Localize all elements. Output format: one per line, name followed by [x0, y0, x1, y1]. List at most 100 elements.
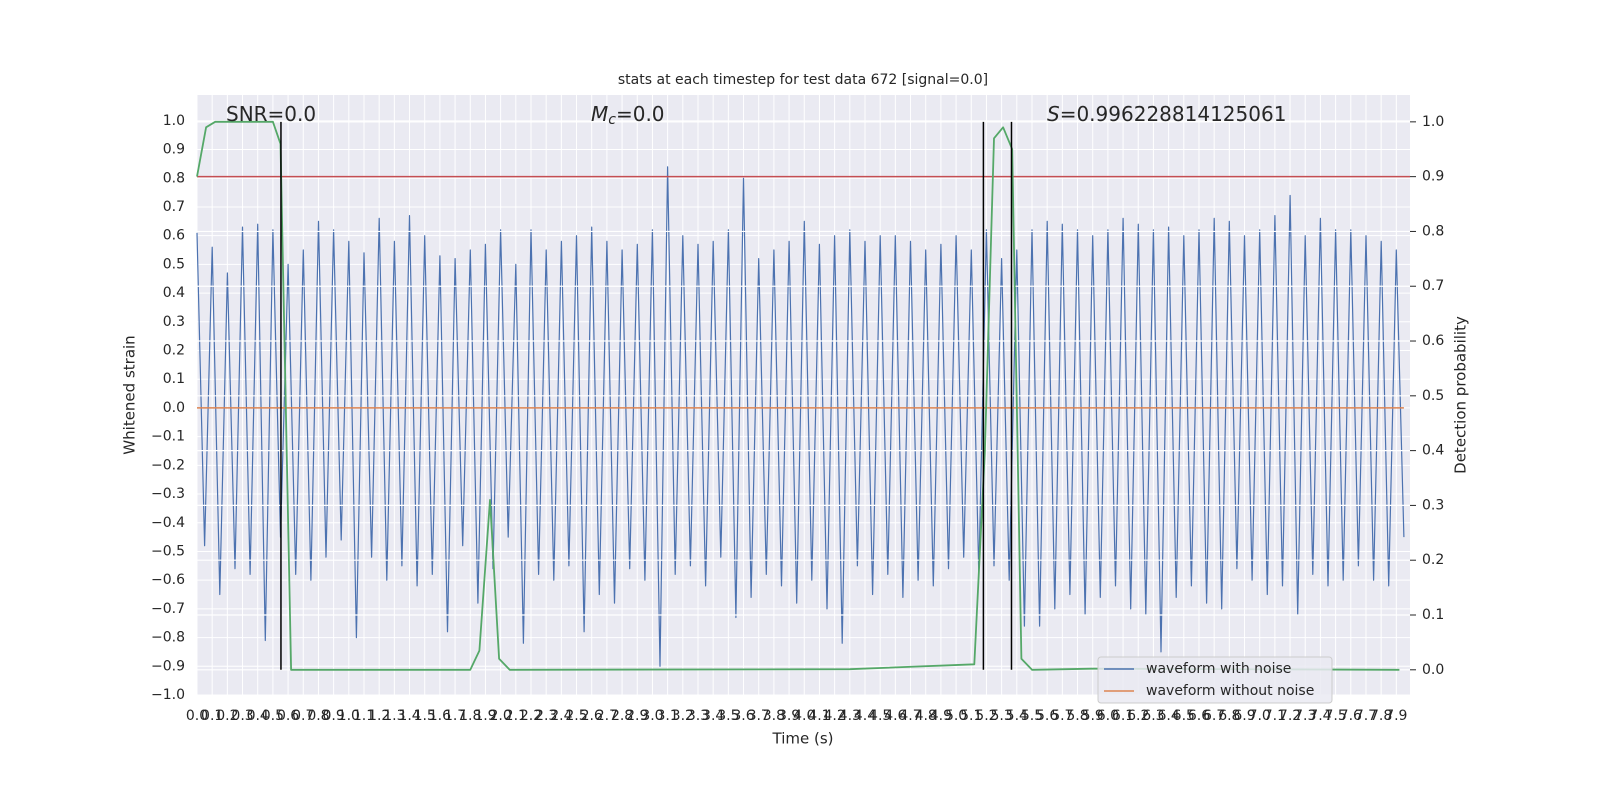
x-tick-label: 2.5: [565, 708, 587, 724]
x-tick-label: 2.9: [626, 708, 648, 724]
x-tick-label: 1.7: [444, 708, 466, 724]
chart-title: stats at each timestep for test data 672…: [618, 72, 988, 88]
y2-tick-label: 0.9: [1422, 169, 1444, 185]
y-tick-label: 0.4: [163, 285, 185, 301]
x-axis-label: Time (s): [772, 730, 834, 748]
y-tick-label: −0.6: [151, 572, 185, 588]
y2-axis-label: Detection probability: [1452, 316, 1470, 474]
x-tick-label: 4.8: [915, 708, 937, 724]
x-tick-label: 1.1: [353, 708, 375, 724]
legend-box: [1097, 656, 1333, 704]
x-tick-label: 0.5: [262, 708, 284, 724]
y-tick-label: −1.0: [151, 687, 185, 703]
x-tick-label: 6.4: [1157, 708, 1179, 724]
x-tick-label: 7.8: [1370, 708, 1392, 724]
x-tick-label: 5.3: [990, 708, 1012, 724]
x-tick-label: 5.6: [1036, 708, 1058, 724]
x-tick-label: 3.0: [641, 708, 663, 724]
x-tick-label: 2.7: [596, 708, 618, 724]
x-tick-label: 6.3: [1142, 708, 1164, 724]
y2-tick-label: 0.3: [1422, 497, 1444, 513]
annotation-symbol: S: [1047, 102, 1060, 126]
x-tick-label: 3.1: [656, 708, 678, 724]
x-tick-label: 5.2: [975, 708, 997, 724]
x-tick-label: 0.6: [277, 708, 299, 724]
legend-label: waveform without noise: [1146, 683, 1314, 699]
x-tick-label: 0.0: [186, 708, 208, 724]
x-tick-label: 7.3: [1294, 708, 1316, 724]
x-tick-label: 0.4: [247, 708, 269, 724]
y-tick-label: 0.7: [163, 199, 185, 215]
annotation-subscript: c: [608, 112, 616, 128]
y-tick-label: −0.5: [151, 543, 185, 559]
x-tick-label: 7.9: [1385, 708, 1407, 724]
y-tick-label: −0.7: [151, 601, 185, 617]
annotation: Mc=0.0: [591, 102, 665, 129]
x-tick-label: 4.1: [808, 708, 830, 724]
x-tick-label: 6.9: [1233, 708, 1255, 724]
y2-tick-label: 0.4: [1422, 443, 1444, 459]
y-tick-label: 1.0: [163, 113, 185, 129]
x-tick-label: 7.2: [1279, 708, 1301, 724]
x-tick-label: 2.8: [611, 708, 633, 724]
x-tick-label: 1.9: [474, 708, 496, 724]
x-tick-label: 5.8: [1066, 708, 1088, 724]
x-tick-label: 1.3: [383, 708, 405, 724]
x-tick-label: 3.9: [778, 708, 800, 724]
y-tick-label: 0.8: [163, 170, 185, 186]
y2-tick-label: 0.0: [1422, 662, 1444, 678]
x-tick-label: 4.2: [823, 708, 845, 724]
annotation: S=0.996228814125061: [1047, 102, 1286, 126]
x-tick-label: 7.1: [1264, 708, 1286, 724]
x-tick-label: 7.6: [1340, 708, 1362, 724]
legend-label: waveform with noise: [1146, 661, 1291, 677]
x-tick-label: 1.8: [459, 708, 481, 724]
x-tick-label: 4.0: [793, 708, 815, 724]
x-tick-label: 5.1: [960, 708, 982, 724]
annotation-symbol: M: [591, 102, 608, 126]
y-tick-label: −0.1: [151, 429, 185, 445]
y2-tick-label: 0.1: [1422, 607, 1444, 623]
x-tick-label: 3.4: [702, 708, 724, 724]
x-tick-label: 2.3: [535, 708, 557, 724]
x-tick-label: 1.5: [414, 708, 436, 724]
x-tick-label: 0.2: [216, 708, 238, 724]
y-tick-label: 0.5: [163, 256, 185, 272]
y-tick-label: −0.8: [151, 630, 185, 646]
x-tick-label: 3.2: [672, 708, 694, 724]
x-tick-label: 7.0: [1249, 708, 1271, 724]
x-tick-label: 0.8: [307, 708, 329, 724]
x-tick-label: 2.1: [505, 708, 527, 724]
x-tick-label: 5.7: [1051, 708, 1073, 724]
x-tick-label: 4.3: [839, 708, 861, 724]
y2-tick-label: 1.0: [1422, 114, 1444, 130]
x-tick-label: 4.9: [930, 708, 952, 724]
x-tick-label: 0.7: [292, 708, 314, 724]
y-tick-label: 0.2: [163, 343, 185, 359]
y2-tick-label: 0.8: [1422, 223, 1444, 239]
y-tick-label: 0.9: [163, 142, 185, 158]
x-tick-label: 1.0: [338, 708, 360, 724]
x-tick-label: 6.6: [1188, 708, 1210, 724]
x-tick-label: 4.4: [854, 708, 876, 724]
x-tick-label: 0.1: [201, 708, 223, 724]
y-axis-label: Whitened strain: [121, 335, 139, 454]
x-tick-label: 1.4: [398, 708, 420, 724]
x-tick-label: 6.5: [1173, 708, 1195, 724]
x-tick-label: 4.5: [869, 708, 891, 724]
y-tick-label: 0.6: [163, 228, 185, 244]
y-tick-label: 0.0: [163, 400, 185, 416]
y2-tick-label: 0.6: [1422, 333, 1444, 349]
x-tick-label: 5.9: [1082, 708, 1104, 724]
y-tick-label: 0.3: [163, 314, 185, 330]
x-tick-label: 1.2: [368, 708, 390, 724]
annotation-text: =0.0: [616, 102, 665, 126]
x-tick-label: 7.5: [1324, 708, 1346, 724]
x-tick-label: 6.0: [1097, 708, 1119, 724]
x-tick-label: 0.9: [323, 708, 345, 724]
x-tick-label: 3.7: [748, 708, 770, 724]
annotation-text: =0.996228814125061: [1060, 102, 1287, 126]
annotation: SNR=0.0: [226, 102, 316, 126]
x-tick-label: 0.3: [231, 708, 253, 724]
